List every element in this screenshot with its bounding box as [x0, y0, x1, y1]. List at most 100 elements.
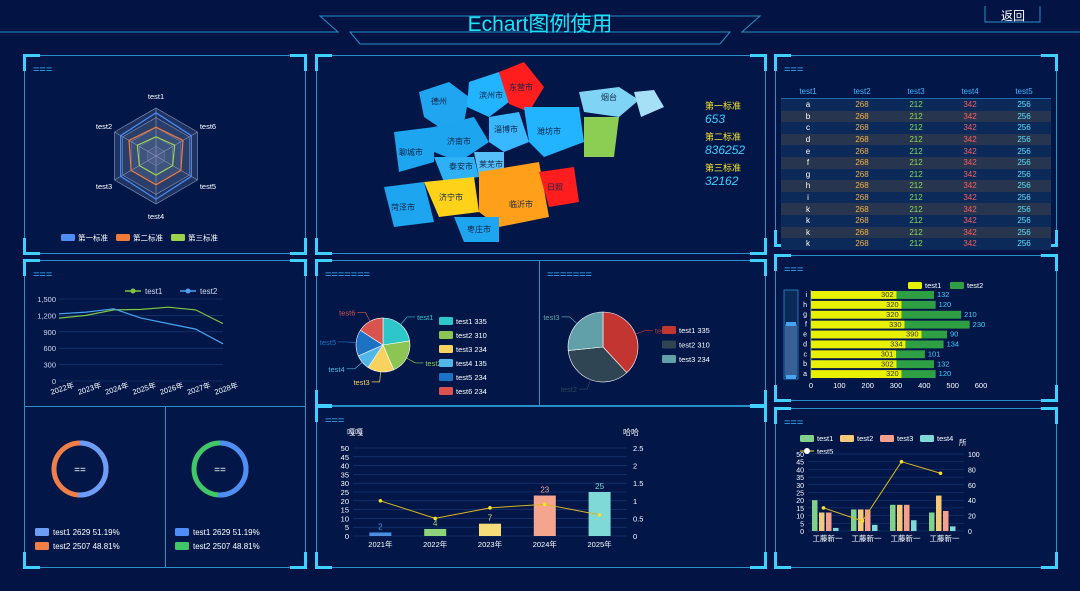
table-cell: 268: [835, 203, 889, 215]
map-region-dongying: [499, 62, 544, 112]
panel-title: ===: [784, 264, 804, 276]
line-point: [821, 506, 826, 510]
bar-test1: [812, 500, 818, 531]
bar-test1: [811, 291, 897, 299]
pies-panel: ======= ======= test1 test2 test3 test4 test…: [315, 259, 767, 407]
x-tick-label: 2028年: [213, 380, 240, 397]
zoom-slider-handle: [786, 375, 796, 379]
table-header[interactable]: test5: [997, 84, 1051, 99]
table-row: a 268 212 342 256: [781, 98, 1051, 111]
bar-value-label: 90: [950, 330, 958, 339]
pie-slice-test2: [382, 340, 411, 371]
bar-test4: [833, 527, 839, 531]
table-cell: k: [781, 238, 835, 250]
radar-indicator-label: test3: [96, 182, 112, 191]
table-header[interactable]: test4: [943, 84, 997, 99]
map-stat-label: 第一标准: [705, 101, 742, 111]
panel-title: ===: [325, 415, 345, 427]
pie-callout-label: test5: [320, 338, 336, 347]
bar-test2: [897, 504, 903, 531]
table-cell: 342: [943, 238, 997, 250]
x-tick-label: 2021年: [368, 539, 393, 549]
legend-swatch: [950, 282, 964, 289]
line-series-test1: [58, 306, 224, 325]
svg-text:滨州市: 滨州市: [479, 90, 503, 100]
legend-label: test2: [200, 287, 218, 296]
panel-title: =======: [547, 269, 592, 281]
donut-center-label: ==: [74, 465, 86, 476]
y-tick-label: 600: [43, 344, 56, 353]
table-header[interactable]: test1: [781, 84, 835, 99]
y-tick-label: 35: [796, 475, 804, 482]
y-tick-label: 5: [345, 523, 349, 532]
table-cell: 256: [997, 180, 1051, 192]
legend-label: test1: [817, 434, 833, 443]
shandong-map[interactable]: 德州 滨州市 东营市 烟台 济南市 淄博市 潍坊市 聊城市 泰安市 莱芜市 济宁…: [379, 62, 669, 242]
radar-axis: [155, 131, 198, 157]
radar-axis: [114, 131, 157, 157]
legend-swatch: [61, 234, 75, 241]
table-row: k 268 212 342 256: [781, 238, 1051, 250]
map-region-linyi: [479, 162, 549, 227]
table-cell: d: [781, 133, 835, 146]
pie-slice-test6: [359, 317, 384, 346]
table-cell: 256: [997, 191, 1051, 204]
legend-swatch: [116, 234, 130, 241]
table-row: d 268 212 342 256: [781, 133, 1051, 146]
table-cell: f: [781, 156, 835, 169]
table-cell: 342: [943, 191, 997, 204]
y2-tick-label: 100: [968, 452, 980, 459]
back-button[interactable]: 返回: [1000, 9, 1025, 23]
legend-label: test2 2507 48.81%: [53, 542, 120, 551]
pie-callout-label: test2: [425, 359, 441, 368]
radar-panel: === test1 test6 test5 test4 test3 test2 第一标准 第二…: [23, 54, 307, 255]
table-cell: 256: [997, 145, 1051, 157]
data-table: test1 test2 test3 test4 test5 a 268 212 342 256 b…: [781, 84, 1051, 250]
table-cell: 342: [943, 110, 997, 123]
pie-callout-label: test4: [328, 365, 344, 374]
x-tick-label: 200: [861, 381, 874, 390]
table-cell: 212: [889, 133, 943, 146]
y-tick-label: e: [803, 331, 807, 338]
y2-tick-label: 80: [968, 467, 976, 474]
y-tick-label: 20: [341, 497, 349, 506]
radar-indicator-label: test2: [96, 122, 112, 131]
legend-swatch: [175, 542, 189, 550]
table-cell: 256: [997, 203, 1051, 215]
map-region-qingdao: [584, 117, 619, 157]
bar-test2: [896, 360, 934, 369]
table-row: c 268 212 342 256: [781, 122, 1051, 134]
map-panel: 德州 滨州市 东营市 烟台 济南市 淄博市 潍坊市 聊城市 泰安市 莱芜市 济宁…: [315, 54, 767, 255]
pie-callout-label: test3: [543, 313, 559, 322]
y-tick-label: 30: [796, 483, 804, 490]
bar-test2: [896, 291, 934, 299]
y-tick-label: 40: [796, 467, 804, 474]
table-cell: 268: [835, 145, 889, 157]
x-tick-label: 2023年: [76, 380, 103, 397]
legend-swatch: [171, 234, 185, 241]
table-cell: 342: [943, 214, 997, 227]
pie-charts: test1 test2 test3 test4 test5 test6 test1 335 t…: [320, 308, 710, 396]
legend-marker: [130, 288, 136, 294]
legend-swatch: [439, 373, 453, 381]
radar-chart: test1 test6 test5 test4 test3 test2 第一标准 第二标准 第三…: [61, 92, 218, 243]
legend-label: test5: [817, 447, 833, 456]
table-cell: k: [781, 214, 835, 227]
table-cell: 212: [889, 226, 943, 239]
table-cell: c: [781, 122, 835, 134]
bar-value-label: 334: [890, 340, 903, 349]
bar-test2: [936, 495, 942, 531]
table-header[interactable]: test3: [889, 84, 943, 99]
svg-text:德州: 德州: [431, 96, 447, 106]
bar-value-label: 132: [937, 290, 950, 299]
table-header[interactable]: test2: [835, 84, 889, 99]
table-row: g 268 212 342 256: [781, 168, 1051, 181]
table-cell: 268: [835, 226, 889, 239]
legend-label: test1: [145, 287, 163, 296]
y-tick-label: 15: [341, 506, 349, 515]
pie-slice-test1: [382, 317, 411, 346]
legend-label: test3 234: [679, 355, 710, 364]
bar-test4: [950, 526, 956, 531]
horizontal-bar-chart: a 320 120 b 302 132 c 301 101 d 334 134 e 390 90 f 330 23…: [783, 281, 987, 390]
legend-swatch: [908, 282, 922, 289]
